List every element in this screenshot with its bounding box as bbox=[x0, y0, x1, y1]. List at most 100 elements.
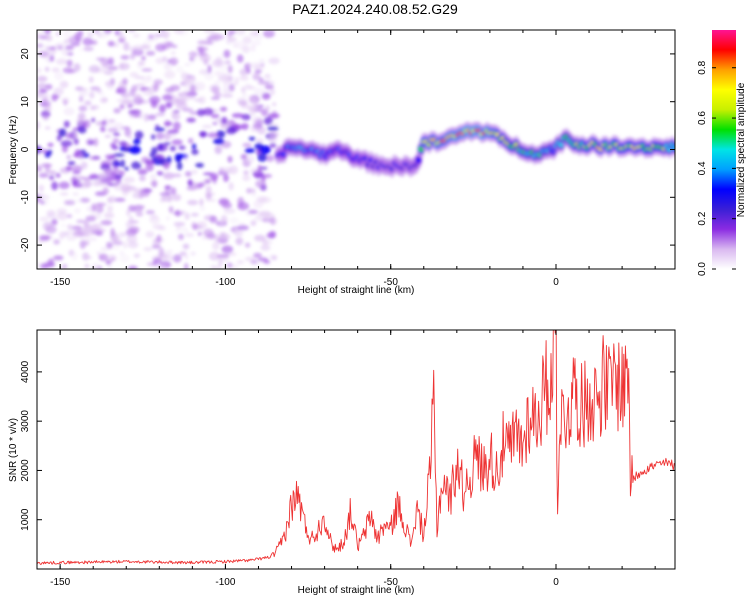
heatmap-noise-cell bbox=[151, 84, 160, 90]
heatmap-noise-cell bbox=[37, 75, 48, 82]
heatmap-noise-cell bbox=[95, 202, 107, 207]
heatmap-noise-cell bbox=[162, 94, 173, 101]
heatmap-noise-cell bbox=[79, 48, 84, 52]
heatmap-noise-cell bbox=[199, 53, 211, 63]
heatmap-noise-cell bbox=[106, 241, 113, 249]
heatmap-noise-cell bbox=[79, 235, 89, 242]
heatmap-noise-cell bbox=[121, 146, 129, 152]
heatmap-noise-cell bbox=[97, 92, 106, 96]
heatmap-noise-cell bbox=[80, 161, 88, 170]
heatmap-noise-cell bbox=[255, 138, 264, 144]
heatmap-noise-cell bbox=[66, 214, 73, 219]
heatmap-noise-cell bbox=[58, 128, 67, 137]
spectrogram-heatmap bbox=[37, 30, 675, 269]
heatmap-noise-cell bbox=[111, 145, 119, 150]
heatmap-noise-cell bbox=[209, 172, 219, 181]
heatmap-noise-cell bbox=[156, 234, 162, 242]
heatmap-noise-cell bbox=[182, 82, 194, 87]
heatmap-noise-cell bbox=[151, 134, 156, 140]
heatmap-noise-cell bbox=[213, 138, 225, 145]
colorbar-tick-label: 0.4 bbox=[697, 161, 708, 175]
heatmap-noise-cell bbox=[151, 244, 161, 249]
heatmap-noise-cell bbox=[229, 30, 237, 35]
heatmap-noise-cell bbox=[150, 180, 158, 187]
heatmap-noise-cell bbox=[184, 229, 189, 236]
heatmap-noise-cell bbox=[163, 172, 175, 180]
heatmap-noise-cell bbox=[244, 82, 251, 91]
heatmap-noise-cell bbox=[176, 225, 181, 230]
heatmap-noise-cell bbox=[163, 121, 173, 126]
heatmap-noise-cell bbox=[65, 44, 74, 51]
heatmap-noise-cell bbox=[155, 154, 165, 160]
heatmap-noise-cell bbox=[164, 254, 175, 261]
heatmap-noise-cell bbox=[84, 100, 92, 106]
heatmap-noise-cell bbox=[103, 30, 113, 34]
heatmap-noise-cell bbox=[133, 44, 142, 52]
heatmap-noise-cell bbox=[210, 96, 221, 100]
spectrogram-x-tick-label: -50 bbox=[383, 277, 398, 288]
heatmap-noise-cell bbox=[49, 175, 55, 180]
heatmap-noise-cell bbox=[244, 147, 255, 154]
heatmap-noise-cell bbox=[44, 163, 51, 173]
heatmap-noise-cell bbox=[94, 228, 107, 233]
heatmap-noise-cell bbox=[71, 225, 83, 231]
heatmap-noise-cell bbox=[212, 59, 224, 68]
heatmap-noise-cell bbox=[260, 63, 265, 67]
spectrogram-y-tick-label: -10 bbox=[20, 190, 31, 205]
heatmap-noise-cell bbox=[178, 145, 186, 150]
heatmap-noise-cell bbox=[131, 161, 142, 170]
heatmap-noise-cell bbox=[59, 80, 69, 89]
heatmap-noise-cell bbox=[203, 228, 214, 238]
heatmap-noise-cell bbox=[172, 194, 182, 201]
heatmap-noise-cell bbox=[158, 104, 166, 113]
heatmap-noise-cell bbox=[184, 171, 192, 177]
heatmap-noise-cell bbox=[126, 209, 131, 217]
heatmap-noise-cell bbox=[130, 53, 136, 60]
heatmap-noise-cell bbox=[141, 68, 153, 72]
heatmap-noise-cell bbox=[37, 121, 41, 130]
heatmap-noise-cell bbox=[254, 234, 266, 242]
heatmap-noise-cell bbox=[127, 135, 133, 140]
heatmap-noise-cell bbox=[257, 164, 262, 172]
heatmap-noise-cell bbox=[55, 42, 67, 48]
heatmap-noise-cell bbox=[204, 73, 214, 81]
heatmap-noise-cell bbox=[264, 84, 274, 90]
heatmap-noise-cell bbox=[152, 258, 162, 264]
heatmap-noise-cell bbox=[201, 40, 208, 45]
snr-y-tick-label: 3000 bbox=[20, 410, 31, 433]
heatmap-noise-cell bbox=[113, 153, 125, 157]
heatmap-noise-cell bbox=[119, 254, 130, 263]
heatmap-noise-cell bbox=[43, 115, 49, 121]
heatmap-noise-cell bbox=[39, 263, 49, 269]
heatmap-noise-cell bbox=[142, 89, 154, 96]
heatmap-noise-cell bbox=[71, 251, 78, 261]
heatmap-noise-cell bbox=[107, 197, 113, 204]
heatmap-noise-cell bbox=[203, 30, 215, 34]
heatmap-noise-cell bbox=[237, 202, 250, 211]
heatmap-noise-cell bbox=[115, 237, 122, 242]
heatmap-noise-cell bbox=[46, 210, 56, 217]
heatmap-noise-cell bbox=[223, 173, 229, 183]
heatmap-noise-cell bbox=[252, 116, 263, 126]
heatmap-noise-cell bbox=[167, 156, 172, 164]
heatmap-noise-cell bbox=[221, 116, 228, 125]
heatmap-noise-cell bbox=[253, 87, 266, 96]
heatmap-noise-cell bbox=[173, 222, 186, 227]
heatmap-noise-cell bbox=[174, 229, 180, 233]
heatmap-noise-cell bbox=[222, 106, 227, 111]
heatmap-noise-cell bbox=[133, 188, 145, 193]
heatmap-noise-cell bbox=[172, 254, 182, 263]
heatmap-noise-cell bbox=[155, 112, 166, 117]
heatmap-noise-cell bbox=[78, 153, 84, 160]
heatmap-noise-cell bbox=[173, 30, 185, 35]
heatmap-noise-cell bbox=[133, 93, 142, 99]
heatmap-noise-cell bbox=[210, 113, 220, 119]
heatmap-noise-cell bbox=[95, 232, 104, 236]
heatmap-noise-cell bbox=[164, 70, 176, 79]
heatmap-noise-cell bbox=[184, 254, 189, 260]
heatmap-noise-cell bbox=[129, 71, 139, 77]
heatmap-noise-cell bbox=[263, 116, 273, 125]
heatmap-noise-cell bbox=[82, 37, 93, 46]
heatmap-noise-cell bbox=[74, 32, 82, 42]
heatmap-noise-cell bbox=[255, 180, 266, 188]
